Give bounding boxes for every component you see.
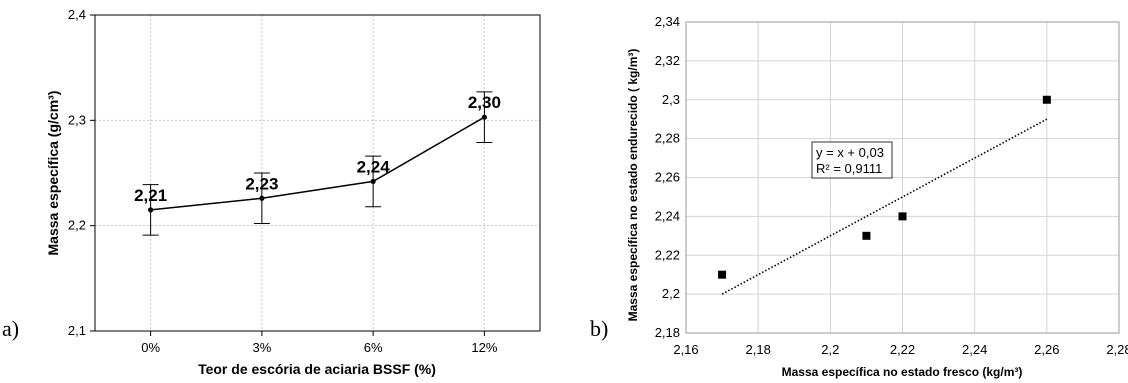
grid-a [95, 14, 540, 332]
y-axis-title-a: Massa específica (g/cm³) [45, 91, 61, 256]
scatter-point-0 [718, 270, 727, 279]
data-labels-a: 2,21 2,23 2,24 2,30 [134, 93, 501, 205]
x-tick-label-b-3: 2,22 [890, 342, 915, 357]
points-a [148, 114, 487, 213]
data-point-3 [481, 114, 487, 120]
chart-a: a) 2,12,22,32,4 0% 3% 6% 12% 2,212,232,242,… [2, 7, 541, 377]
x-tick-label-1: 3% [252, 340, 271, 355]
x-ticks-a: 0% 3% 6% 12% [141, 331, 498, 355]
y-tick-label-b-8: 2,34 [655, 14, 680, 29]
y-tick-label-b-0: 2,18 [655, 325, 680, 340]
x-tick-label-b-4: 2,24 [962, 342, 987, 357]
chart-b: b) 2,18 2,2 2,22 2,24 2,26 2,28 2,3 2,32 2,34 2,… [590, 14, 1128, 379]
scatter-point-1 [862, 231, 871, 240]
y-tick-label-b-2: 2,22 [655, 247, 680, 262]
error-bars-a [142, 91, 493, 236]
points-b [718, 95, 1051, 279]
y-tick-label-0: 2,1 [68, 323, 86, 338]
data-label-2: 2,24 [357, 157, 391, 176]
panel-label-b: b) [590, 316, 608, 341]
x-axis-title-a: Teor de escória de aciaria BSSF (%) [198, 361, 436, 377]
x-ticks-b: 2,16 2,18 2,2 2,22 2,24 2,26 2,28 [673, 342, 1128, 357]
grid-b [685, 21, 1120, 334]
series-line-a [150, 116, 485, 211]
y-ticks-a: 2,1 2,2 2,3 2,4 [68, 7, 95, 338]
x-tick-label-2: 6% [364, 340, 383, 355]
equation-line-1: y = x + 0,03 [816, 145, 884, 160]
x-tick-label-0: 0% [141, 340, 160, 355]
y-ticks-b: 2,18 2,2 2,22 2,24 2,26 2,28 2,3 2,32 2,34 [655, 14, 680, 340]
equation-line-2: R² = 0,9111 [816, 161, 882, 176]
data-point-0 [148, 207, 154, 213]
scatter-point-3 [1042, 95, 1051, 104]
x-tick-label-b-2: 2,2 [821, 342, 839, 357]
y-tick-label-b-1: 2,2 [662, 286, 680, 301]
x-tick-label-b-1: 2,18 [746, 342, 771, 357]
x-tick-label-b-5: 2,26 [1034, 342, 1059, 357]
y-tick-label-3: 2,4 [68, 7, 86, 22]
x-tick-label-b-6: 2,28 [1106, 342, 1128, 357]
data-label-0: 2,21 [134, 186, 167, 205]
data-label-1: 2,23 [245, 174, 278, 193]
data-point-1 [259, 195, 265, 201]
data-label-3: 2,30 [468, 93, 501, 112]
plot-frame-b [685, 21, 1120, 334]
equation-box [811, 141, 893, 179]
y-tick-label-b-4: 2,26 [655, 170, 680, 185]
data-point-2 [370, 178, 376, 185]
y-tick-label-b-5: 2,28 [655, 131, 680, 146]
x-axis-title-b: Massa específica no estado fresco (kg/m³… [782, 365, 1023, 379]
y-tick-label-b-3: 2,24 [655, 208, 680, 223]
y-tick-label-b-6: 2,3 [662, 92, 680, 107]
y-tick-label-1: 2,2 [68, 218, 86, 233]
x-tick-label-3: 12% [471, 340, 497, 355]
plot-frame-a [94, 14, 541, 332]
scatter-point-2 [898, 212, 907, 221]
x-tick-label-b-0: 2,16 [673, 342, 698, 357]
y-axis-title-b: Massa específica no estado endurecido ( … [626, 49, 640, 322]
y-tick-label-2: 2,3 [68, 112, 86, 127]
panel-label-a: a) [2, 316, 19, 341]
y-tick-label-b-7: 2,32 [655, 53, 680, 68]
